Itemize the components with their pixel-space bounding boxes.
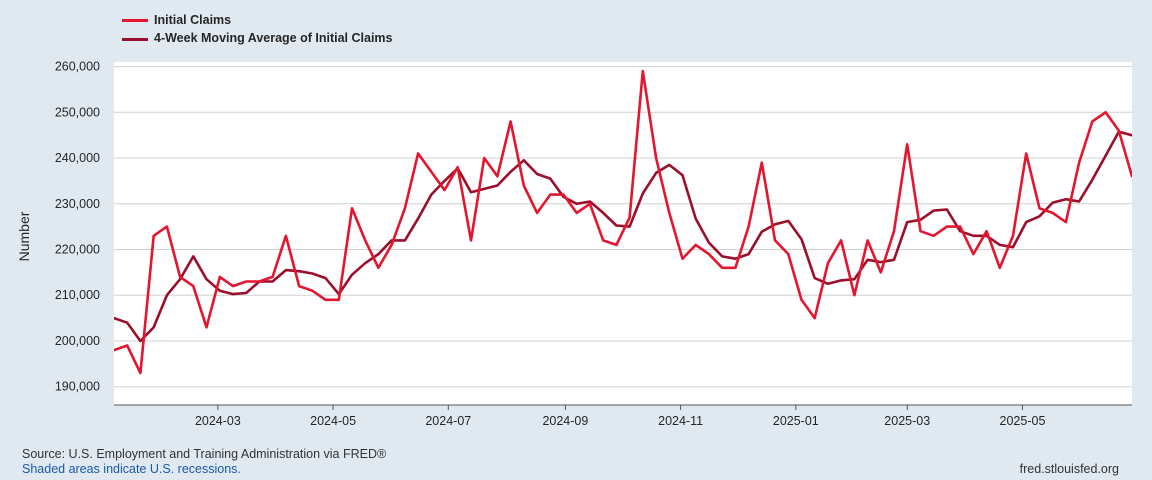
legend-swatch-moving-average (122, 38, 148, 41)
y-tick-label: 250,000 (55, 105, 100, 119)
legend-label-initial-claims: Initial Claims (154, 13, 232, 27)
y-tick-label: 210,000 (55, 288, 100, 302)
recession-note[interactable]: Shaded areas indicate U.S. recessions. (22, 462, 241, 476)
x-tick-label: 2024-09 (542, 414, 588, 428)
x-tick-label: 2025-03 (884, 414, 930, 428)
x-tick-label: 2024-05 (310, 414, 356, 428)
x-tick-label: 2025-01 (773, 414, 819, 428)
x-tick-label: 2025-05 (1000, 414, 1046, 428)
y-axis-title: Number (16, 211, 32, 261)
y-tick-label: 240,000 (55, 151, 100, 165)
site-link[interactable]: fred.stlouisfed.org (1019, 462, 1119, 476)
series-line-initial-claims (114, 69, 1132, 375)
legend-swatch-initial-claims (122, 19, 148, 22)
legend-label-moving-average: 4-Week Moving Average of Initial Claims (154, 31, 393, 45)
y-tick-label: 200,000 (55, 334, 100, 348)
y-tick-label: 220,000 (55, 243, 100, 257)
source-note: Source: U.S. Employment and Training Adm… (22, 447, 387, 461)
y-tick-label: 190,000 (55, 380, 100, 394)
y-tick-label: 260,000 (55, 60, 100, 74)
x-tick-label: 2024-07 (425, 414, 471, 428)
x-tick-label: 2024-03 (195, 414, 241, 428)
x-tick-label: 2024-11 (658, 414, 703, 428)
y-tick-label: 230,000 (55, 197, 100, 211)
